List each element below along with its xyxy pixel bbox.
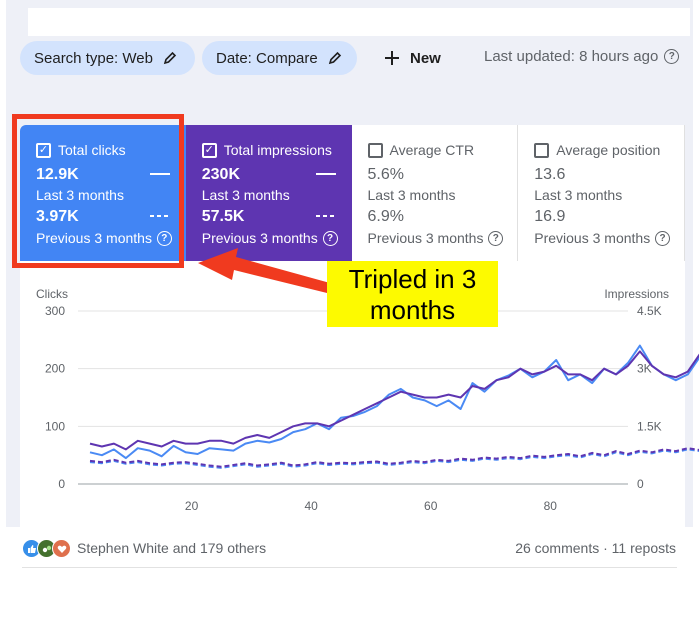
checkbox-checked-icon[interactable]: ✓: [201, 142, 217, 158]
solid-line-legend-icon: [149, 173, 170, 175]
checkbox-unchecked-icon[interactable]: [367, 142, 383, 158]
reaction-icons[interactable]: [22, 539, 71, 558]
metric-cards: ✓ Total clicks 12.9K Last 3 months 3.97K …: [20, 125, 685, 261]
edit-pencil-icon: [163, 51, 177, 65]
current-period-label: Last 3 months: [201, 187, 290, 203]
help-icon[interactable]: ?: [664, 49, 680, 64]
previous-period-label: Previous 3 months: [534, 230, 651, 246]
search-type-filter-chip[interactable]: Search type: Web: [20, 41, 195, 75]
reactors-text[interactable]: Stephen White and 179 others: [77, 540, 267, 556]
previous-value: 3.97K: [36, 208, 79, 225]
previous-period-label: Previous 3 months: [367, 230, 484, 246]
callout-line-1: Tripled in 3: [348, 264, 477, 294]
current-value: 5.6%: [367, 166, 404, 183]
last-updated-text: Last updated: 8 hours ago: [484, 48, 659, 65]
highlight-box: [12, 114, 184, 268]
current-value: 13.6: [534, 166, 566, 183]
date-filter-label: Date: Compare: [216, 49, 318, 67]
edit-pencil-icon: [328, 51, 341, 65]
previous-value: 6.9%: [367, 208, 404, 225]
help-icon[interactable]: ?: [488, 231, 504, 246]
card-title: Average position: [556, 142, 661, 158]
metric-card-total-impressions[interactable]: ✓ Total impressions 230K Last 3 months 57…: [185, 125, 352, 261]
new-filter-label: New: [410, 49, 441, 67]
header-bar: [28, 8, 690, 36]
previous-period-label: Previous 3 months: [36, 230, 152, 246]
current-value: 230K: [201, 166, 240, 183]
card-title: Average CTR: [389, 142, 475, 158]
engagement-stats[interactable]: 26 comments · 11 reposts: [515, 540, 676, 556]
checkbox-unchecked-icon[interactable]: [534, 142, 550, 158]
date-filter-chip[interactable]: Date: Compare: [202, 41, 357, 75]
previous-value: 16.9: [534, 208, 566, 225]
checkbox-checked-icon[interactable]: ✓: [36, 142, 51, 158]
help-icon[interactable]: ?: [322, 231, 338, 246]
previous-period-label: Previous 3 months: [201, 230, 318, 246]
metric-card-average-ctr[interactable]: Average CTR 5.6% Last 3 months 6.9% Prev…: [351, 125, 519, 261]
last-updated-status: Last updated: 8 hours ago ?: [484, 48, 680, 65]
love-reaction-icon: [52, 539, 71, 558]
dashed-line-legend-icon: [149, 215, 170, 217]
divider: [22, 567, 677, 568]
metric-card-total-clicks[interactable]: ✓ Total clicks 12.9K Last 3 months 3.97K …: [20, 125, 186, 261]
current-value: 12.9K: [36, 166, 79, 183]
help-icon[interactable]: ?: [156, 231, 172, 246]
metric-card-average-position[interactable]: Average position 13.6 Last 3 months 16.9…: [518, 125, 685, 261]
annotation-callout: Tripled in 3 months: [327, 261, 498, 327]
card-title: Total impressions: [223, 142, 332, 158]
current-period-label: Last 3 months: [36, 187, 124, 203]
dashed-line-legend-icon: [315, 215, 336, 217]
new-filter-button[interactable]: New: [384, 44, 441, 72]
current-period-label: Last 3 months: [534, 187, 623, 203]
help-icon[interactable]: ?: [655, 231, 670, 246]
previous-value: 57.5K: [201, 208, 245, 225]
plus-icon: [385, 51, 399, 65]
search-type-label: Search type: Web: [34, 49, 153, 67]
card-title: Total clicks: [58, 142, 126, 158]
callout-line-2: months: [369, 295, 456, 325]
solid-line-legend-icon: [315, 173, 336, 175]
current-period-label: Last 3 months: [367, 187, 456, 203]
